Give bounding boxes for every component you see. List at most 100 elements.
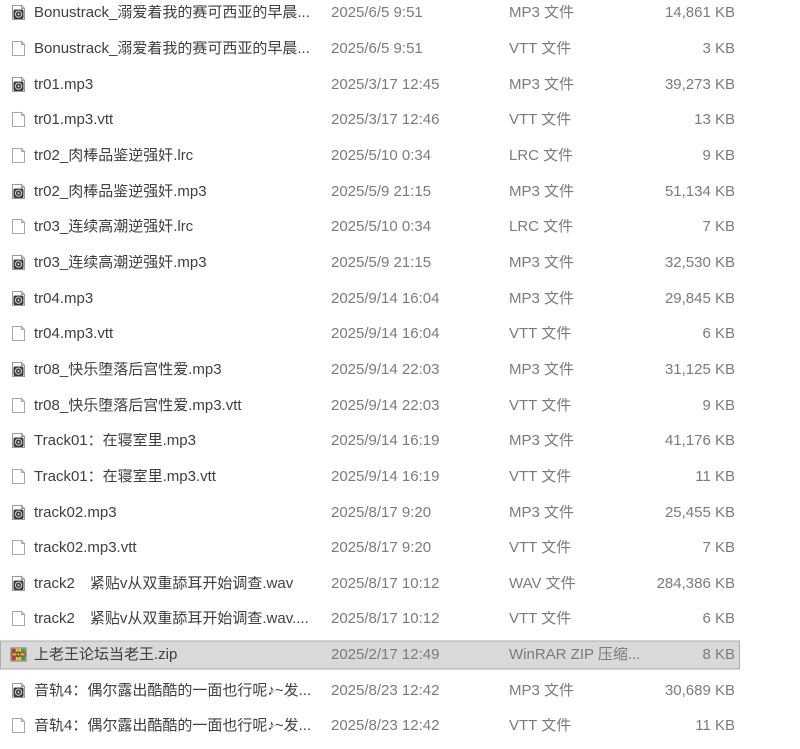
- document-file-icon: [10, 396, 27, 414]
- file-name: 音轨4：偶尔露出酷酷的一面也行呢♪~发...: [34, 682, 312, 698]
- file-row[interactable]: tr04.mp3 2025/9/14 16:04 MP3 文件 29,845 K…: [0, 280, 800, 316]
- file-type: VTT 文件: [509, 326, 572, 342]
- row-selection-band: tr03_连续高潮逆强奸.mp3 2025/5/9 21:15 MP3 文件 3…: [0, 248, 740, 277]
- file-type: MP3 文件: [509, 361, 575, 377]
- file-row[interactable]: 上老王论坛当老王.zip 2025/2/17 12:49 WinRAR ZIP …: [0, 637, 800, 673]
- file-date-modified: 2025/8/23 12:42: [331, 681, 440, 699]
- file-type: WinRAR ZIP 压缩...: [509, 647, 641, 663]
- document-file-icon: [10, 325, 27, 342]
- file-type: MP3 文件: [509, 183, 575, 199]
- row-selection-band: track02.mp3 2025/8/17 9:20 MP3 文件 25,455…: [0, 498, 740, 527]
- file-row[interactable]: Bonustrack_溺爱着我的赛可西亚的早晨... 2025/6/5 9:51…: [0, 31, 800, 67]
- file-row[interactable]: Track01：在寝室里.mp3.vtt 2025/9/14 16:19 VTT…: [0, 459, 800, 495]
- file-date-modified: 2025/9/14 16:04: [331, 325, 440, 343]
- file-name: tr02_肉棒品鉴逆强奸.lrc: [34, 147, 194, 163]
- file-name: Bonustrack_溺爱着我的赛可西亚的早晨...: [34, 40, 310, 56]
- row-selection-band: 音轨4：偶尔露出酷酷的一面也行呢♪~发... 2025/8/23 12:42 M…: [0, 676, 740, 705]
- file-row[interactable]: 音轨4：偶尔露出酷酷的一面也行呢♪~发... 2025/8/23 12:42 M…: [0, 672, 800, 708]
- file-type: VTT 文件: [509, 718, 572, 734]
- archive-file-icon: [10, 646, 27, 663]
- file-name: tr02_肉棒品鉴逆强奸.mp3: [34, 183, 207, 199]
- file-name: 音轨4：偶尔露出酷酷的一面也行呢♪~发...: [34, 718, 312, 734]
- file-date-modified: 2025/8/17 10:12: [331, 610, 440, 628]
- file-date-modified: 2025/9/14 22:03: [331, 396, 440, 414]
- file-name: tr01.mp3.vtt: [34, 112, 114, 128]
- file-row[interactable]: tr08_快乐堕落后宫性爱.mp3 2025/9/14 22:03 MP3 文件…: [0, 352, 800, 388]
- file-name: tr08_快乐堕落后宫性爱.mp3.vtt: [34, 397, 242, 413]
- file-row[interactable]: tr02_肉棒品鉴逆强奸.lrc 2025/5/10 0:34 LRC 文件 9…: [0, 138, 800, 174]
- file-row[interactable]: tr08_快乐堕落后宫性爱.mp3.vtt 2025/9/14 22:03 VT…: [0, 387, 800, 423]
- file-size: 9 KB: [702, 146, 735, 164]
- file-name: track2 紧贴v从双重舔耳开始调查.wav....: [34, 611, 309, 627]
- file-date-modified: 2025/8/23 12:42: [331, 717, 440, 735]
- file-date-modified: 2025/5/10 0:34: [331, 146, 432, 164]
- audio-file-icon: [10, 361, 27, 378]
- document-file-icon: [10, 539, 27, 556]
- audio-file-icon: [10, 503, 27, 521]
- file-date-modified: 2025/5/9 21:15: [331, 253, 432, 271]
- row-selection-band: track2 紧贴v从双重舔耳开始调查.wav.... 2025/8/17 10…: [0, 604, 740, 633]
- file-size: 13 KB: [694, 111, 735, 129]
- file-date-modified: 2025/5/9 21:15: [331, 182, 432, 200]
- file-size: 6 KB: [702, 610, 735, 628]
- file-size: 3 KB: [702, 39, 735, 57]
- document-file-icon: [10, 218, 27, 235]
- file-row[interactable]: Bonustrack_溺爱着我的赛可西亚的早晨... 2025/6/5 9:51…: [0, 0, 800, 31]
- file-name: tr01.mp3: [34, 76, 94, 92]
- audio-file-icon: [10, 75, 27, 93]
- file-type: VTT 文件: [509, 40, 572, 56]
- file-row[interactable]: tr01.mp3 2025/3/17 12:45 MP3 文件 39,273 K…: [0, 66, 800, 102]
- file-row[interactable]: tr03_连续高潮逆强奸.mp3 2025/5/9 21:15 MP3 文件 3…: [0, 245, 800, 281]
- file-type: VTT 文件: [509, 540, 572, 556]
- document-file-icon: [10, 40, 27, 57]
- file-name: tr04.mp3: [34, 290, 94, 306]
- document-file-icon: [10, 610, 27, 627]
- file-date-modified: 2025/9/14 16:04: [331, 289, 440, 307]
- file-row[interactable]: tr02_肉棒品鉴逆强奸.mp3 2025/5/9 21:15 MP3 文件 5…: [0, 173, 800, 209]
- document-file-icon: [10, 468, 27, 485]
- row-selection-band: tr03_连续高潮逆强奸.lrc 2025/5/10 0:34 LRC 文件 7…: [0, 212, 740, 241]
- row-selection-band: tr08_快乐堕落后宫性爱.mp3.vtt 2025/9/14 22:03 VT…: [0, 391, 740, 420]
- row-selection-band: tr08_快乐堕落后宫性爱.mp3 2025/9/14 22:03 MP3 文件…: [0, 355, 740, 384]
- file-row[interactable]: tr03_连续高潮逆强奸.lrc 2025/5/10 0:34 LRC 文件 7…: [0, 209, 800, 245]
- file-size: 25,455 KB: [664, 503, 735, 521]
- file-name: tr03_连续高潮逆强奸.mp3: [34, 254, 207, 270]
- file-date-modified: 2025/8/17 9:20: [331, 503, 432, 521]
- file-date-modified: 2025/3/17 12:45: [331, 75, 440, 93]
- file-row[interactable]: Track01：在寝室里.mp3 2025/9/14 16:19 MP3 文件 …: [0, 423, 800, 459]
- file-name: Bonustrack_溺爱着我的赛可西亚的早晨...: [34, 5, 310, 21]
- file-size: 284,386 KB: [656, 574, 735, 592]
- file-row[interactable]: tr04.mp3.vtt 2025/9/14 16:04 VTT 文件 6 KB: [0, 316, 800, 352]
- row-selection-band: tr04.mp3 2025/9/14 16:04 MP3 文件 29,845 K…: [0, 284, 740, 313]
- row-selection-band: track2 紧贴v从双重舔耳开始调查.wav 2025/8/17 10:12 …: [0, 569, 740, 598]
- file-size: 14,861 KB: [664, 4, 735, 22]
- file-size: 11 KB: [695, 467, 735, 485]
- file-size: 11 KB: [695, 717, 735, 735]
- row-selection-band: tr02_肉棒品鉴逆强奸.mp3 2025/5/9 21:15 MP3 文件 5…: [0, 177, 740, 206]
- file-size: 31,125 KB: [664, 360, 735, 378]
- file-row[interactable]: tr01.mp3.vtt 2025/3/17 12:46 VTT 文件 13 K…: [0, 102, 800, 138]
- file-date-modified: 2025/9/14 16:19: [331, 467, 440, 485]
- file-row[interactable]: 音轨4：偶尔露出酷酷的一面也行呢♪~发... 2025/8/23 12:42 V…: [0, 708, 800, 744]
- file-type: MP3 文件: [509, 76, 575, 92]
- file-row[interactable]: track2 紧贴v从双重舔耳开始调查.wav.... 2025/8/17 10…: [0, 601, 800, 637]
- audio-file-icon: [10, 254, 27, 271]
- file-date-modified: 2025/6/5 9:51: [331, 4, 423, 22]
- file-date-modified: 2025/5/10 0:34: [331, 218, 432, 236]
- row-selection-band: Bonustrack_溺爱着我的赛可西亚的早晨... 2025/6/5 9:51…: [0, 34, 740, 63]
- file-size: 30,689 KB: [664, 681, 735, 699]
- file-name: track02.mp3: [34, 504, 117, 520]
- file-row[interactable]: track2 紧贴v从双重舔耳开始调查.wav 2025/8/17 10:12 …: [0, 566, 800, 602]
- audio-file-icon: [10, 575, 27, 592]
- file-row[interactable]: track02.mp3 2025/8/17 9:20 MP3 文件 25,455…: [0, 494, 800, 530]
- file-type: WAV 文件: [509, 575, 576, 591]
- file-date-modified: 2025/9/14 16:19: [331, 432, 440, 450]
- file-name: track2 紧贴v从双重舔耳开始调查.wav: [34, 575, 294, 591]
- row-selection-band: Track01：在寝室里.mp3.vtt 2025/9/14 16:19 VTT…: [0, 462, 740, 491]
- file-date-modified: 2025/8/17 10:12: [331, 574, 440, 592]
- audio-file-icon: [10, 4, 27, 21]
- file-date-modified: 2025/6/5 9:51: [331, 39, 423, 57]
- file-size: 7 KB: [702, 218, 735, 236]
- file-row[interactable]: track02.mp3.vtt 2025/8/17 9:20 VTT 文件 7 …: [0, 530, 800, 566]
